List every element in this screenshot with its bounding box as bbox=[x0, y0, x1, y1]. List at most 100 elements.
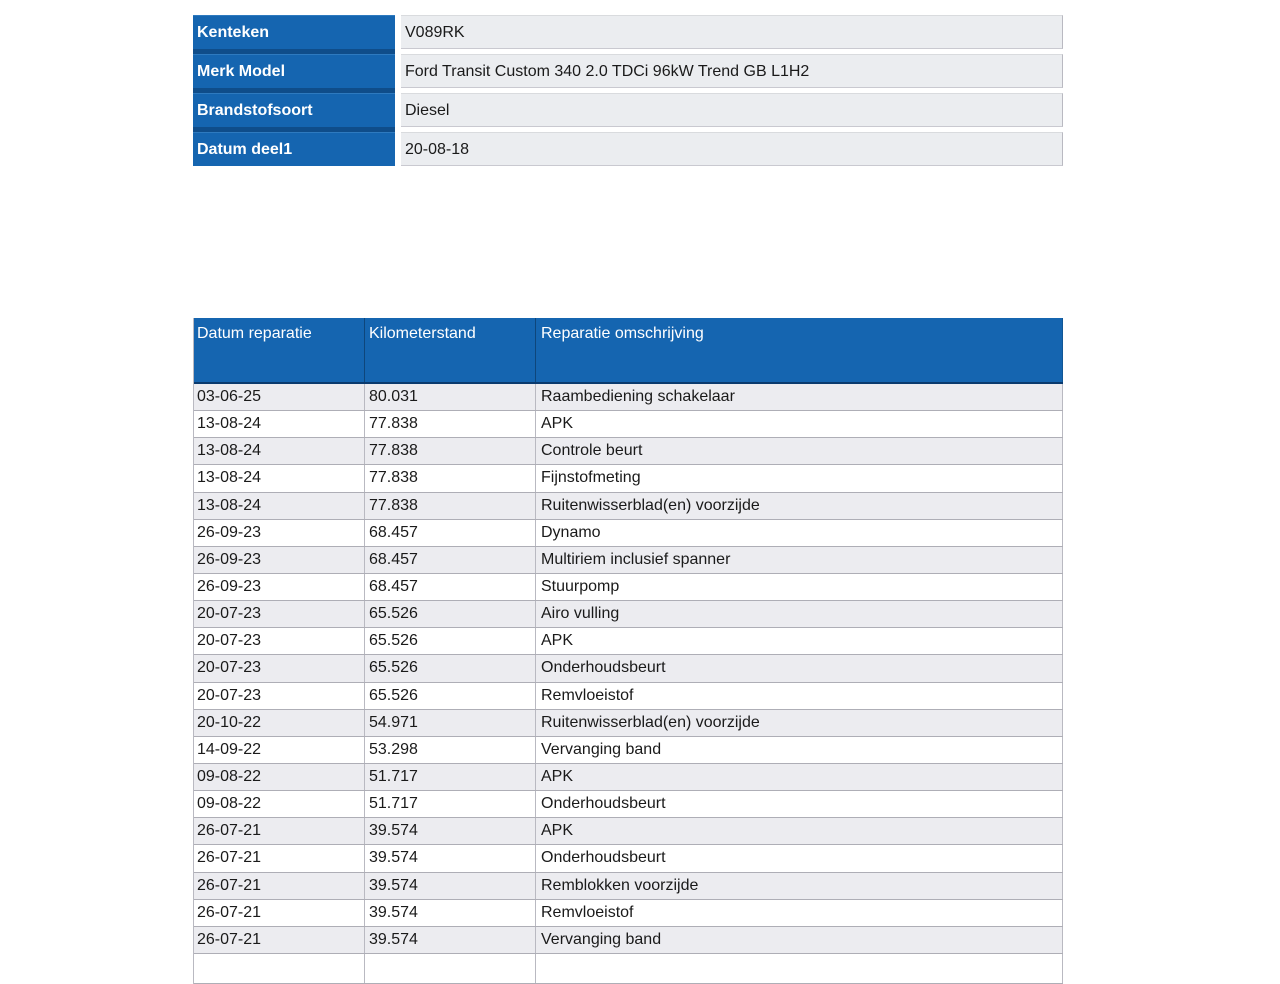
repair-kilometerstand-cell: 39.574 bbox=[365, 845, 536, 872]
repair-kilometerstand-cell bbox=[365, 953, 536, 983]
repair-description-cell: APK bbox=[536, 411, 1063, 438]
repair-table-row: 13-08-24 77.838 Ruitenwisserblad(en) voo… bbox=[194, 492, 1063, 520]
repair-table-row: 13-08-24 77.838 Controle beurt bbox=[194, 438, 1063, 466]
repair-kilometerstand-cell: 65.526 bbox=[365, 655, 536, 682]
repair-table-row: 20-10-22 54.971 Ruitenwisserblad(en) voo… bbox=[194, 709, 1063, 737]
repair-table-row: 26-07-21 39.574 APK bbox=[194, 818, 1063, 846]
repair-description-cell: Remvloeistof bbox=[536, 682, 1063, 709]
repair-description-cell: Onderhoudsbeurt bbox=[536, 845, 1063, 872]
repair-table-row: 09-08-22 51.717 Onderhoudsbeurt bbox=[194, 791, 1063, 819]
repair-description-cell: Onderhoudsbeurt bbox=[536, 655, 1063, 682]
repair-description-cell: APK bbox=[536, 763, 1063, 791]
repair-kilometerstand-cell: 39.574 bbox=[365, 899, 536, 926]
vehicle-info-row: Brandstofsoort Diesel bbox=[193, 93, 1063, 127]
repair-description-cell: APK bbox=[536, 818, 1063, 845]
vehicle-info-row: Datum deel1 20-08-18 bbox=[193, 132, 1063, 166]
repair-date-cell: 26-07-21 bbox=[194, 818, 365, 845]
repair-description-cell: Stuurpomp bbox=[536, 573, 1063, 601]
repair-date-cell: 13-08-24 bbox=[194, 492, 365, 519]
repair-date-cell: 26-07-21 bbox=[194, 872, 365, 899]
repair-kilometerstand-cell: 51.717 bbox=[365, 763, 536, 791]
repair-history-table: Datum reparatie Kilometerstand Reparatie… bbox=[193, 318, 1063, 984]
repair-date-cell: 09-08-22 bbox=[194, 763, 365, 791]
repair-date-cell: 09-08-22 bbox=[194, 791, 365, 818]
repair-description-cell: Ruitenwisserblad(en) voorzijde bbox=[536, 492, 1063, 519]
repair-table-row: 26-07-21 39.574 Onderhoudsbeurt bbox=[194, 845, 1063, 873]
repair-date-cell: 26-09-23 bbox=[194, 573, 365, 601]
repair-table-row: 26-09-23 68.457 Multiriem inclusief span… bbox=[194, 546, 1063, 574]
vehicle-field-label: Kenteken bbox=[193, 15, 395, 49]
repair-description-cell: Dynamo bbox=[536, 519, 1063, 546]
repair-kilometerstand-cell: 65.526 bbox=[365, 601, 536, 628]
repair-description-cell: Onderhoudsbeurt bbox=[536, 791, 1063, 818]
vehicle-info-row: Kenteken V089RK bbox=[193, 15, 1063, 49]
repair-description-cell: Remvloeistof bbox=[536, 899, 1063, 926]
repair-kilometerstand-cell: 77.838 bbox=[365, 438, 536, 465]
repair-kilometerstand-cell: 39.574 bbox=[365, 818, 536, 845]
repair-description-cell: Controle beurt bbox=[536, 438, 1063, 465]
repair-table-row: 20-07-23 65.526 Onderhoudsbeurt bbox=[194, 655, 1063, 683]
repair-table-row: 26-07-21 39.574 Remblokken voorzijde bbox=[194, 872, 1063, 900]
repair-table-row: 26-07-21 39.574 Remvloeistof bbox=[194, 899, 1063, 927]
repair-description-cell: Raambediening schakelaar bbox=[536, 384, 1063, 411]
vehicle-field-value: Ford Transit Custom 340 2.0 TDCi 96kW Tr… bbox=[401, 54, 1063, 88]
repair-kilometerstand-cell: 39.574 bbox=[365, 872, 536, 899]
repair-kilometerstand-cell: 53.298 bbox=[365, 736, 536, 763]
repair-kilometerstand-cell: 65.526 bbox=[365, 682, 536, 709]
vehicle-info-table: Kenteken V089RK Merk Model Ford Transit … bbox=[193, 15, 1063, 166]
repair-date-cell: 20-10-22 bbox=[194, 709, 365, 736]
repair-date-cell: 20-07-23 bbox=[194, 682, 365, 709]
repair-description-cell: Multiriem inclusief spanner bbox=[536, 546, 1063, 573]
repair-date-cell bbox=[194, 953, 365, 983]
repair-table-header: Datum reparatie Kilometerstand Reparatie… bbox=[194, 318, 1063, 384]
repair-table-row: 13-08-24 77.838 Fijnstofmeting bbox=[194, 465, 1063, 493]
repair-date-cell: 26-09-23 bbox=[194, 546, 365, 573]
repair-table-row: 20-07-23 65.526 Airo vulling bbox=[194, 601, 1063, 629]
repair-kilometerstand-cell: 77.838 bbox=[365, 411, 536, 438]
repair-kilometerstand-cell: 77.838 bbox=[365, 492, 536, 519]
vehicle-field-label: Datum deel1 bbox=[193, 132, 395, 166]
repair-date-cell: 26-07-21 bbox=[194, 899, 365, 926]
repair-kilometerstand-cell: 68.457 bbox=[365, 573, 536, 601]
repair-table-row: 26-09-23 68.457 Stuurpomp bbox=[194, 573, 1063, 602]
repair-table-row: 14-09-22 53.298 Vervanging band bbox=[194, 736, 1063, 764]
repair-kilometerstand-cell: 51.717 bbox=[365, 791, 536, 818]
repair-description-cell: Airo vulling bbox=[536, 601, 1063, 628]
repair-date-cell: 13-08-24 bbox=[194, 465, 365, 492]
repair-table-row: 20-07-23 65.526 APK bbox=[194, 628, 1063, 656]
repair-date-cell: 20-07-23 bbox=[194, 601, 365, 628]
repair-date-cell: 26-07-21 bbox=[194, 845, 365, 872]
repair-date-cell: 20-07-23 bbox=[194, 628, 365, 655]
repair-table-body: 03-06-25 80.031 Raambediening schakelaar… bbox=[194, 384, 1063, 984]
repair-table-row: 13-08-24 77.838 APK bbox=[194, 411, 1063, 439]
repair-date-cell: 20-07-23 bbox=[194, 655, 365, 682]
repair-table-row: 03-06-25 80.031 Raambediening schakelaar bbox=[194, 384, 1063, 412]
vehicle-field-value: Diesel bbox=[401, 93, 1063, 127]
repair-kilometerstand-cell: 68.457 bbox=[365, 546, 536, 573]
repair-kilometerstand-cell: 54.971 bbox=[365, 709, 536, 736]
repair-description-cell: Ruitenwisserblad(en) voorzijde bbox=[536, 709, 1063, 736]
repair-date-cell: 26-09-23 bbox=[194, 519, 365, 546]
repair-description-cell bbox=[536, 953, 1063, 983]
vehicle-field-label: Merk Model bbox=[193, 54, 395, 88]
repair-description-cell: Vervanging band bbox=[536, 926, 1063, 953]
repair-kilometerstand-cell: 77.838 bbox=[365, 465, 536, 492]
repair-date-cell: 14-09-22 bbox=[194, 736, 365, 763]
document-page: { "colors": { "accent_blue": "#1565b0", … bbox=[193, 15, 1063, 984]
repair-table-row: 09-08-22 51.717 APK bbox=[194, 763, 1063, 792]
vehicle-info-row: Merk Model Ford Transit Custom 340 2.0 T… bbox=[193, 54, 1063, 88]
repair-table-row-empty bbox=[194, 953, 1063, 984]
repair-description-cell: Vervanging band bbox=[536, 736, 1063, 763]
vehicle-field-value: 20-08-18 bbox=[401, 132, 1063, 166]
repair-kilometerstand-cell: 65.526 bbox=[365, 628, 536, 655]
vehicle-field-value: V089RK bbox=[401, 15, 1063, 49]
repair-table-row: 26-07-21 39.574 Vervanging band bbox=[194, 926, 1063, 954]
column-header-kilometerstand: Kilometerstand bbox=[365, 318, 536, 382]
repair-date-cell: 03-06-25 bbox=[194, 384, 365, 411]
repair-description-cell: Remblokken voorzijde bbox=[536, 872, 1063, 899]
repair-date-cell: 13-08-24 bbox=[194, 438, 365, 465]
vehicle-field-label: Brandstofsoort bbox=[193, 93, 395, 127]
column-header-datum-reparatie: Datum reparatie bbox=[194, 318, 365, 382]
repair-date-cell: 26-07-21 bbox=[194, 926, 365, 953]
repair-kilometerstand-cell: 39.574 bbox=[365, 926, 536, 953]
